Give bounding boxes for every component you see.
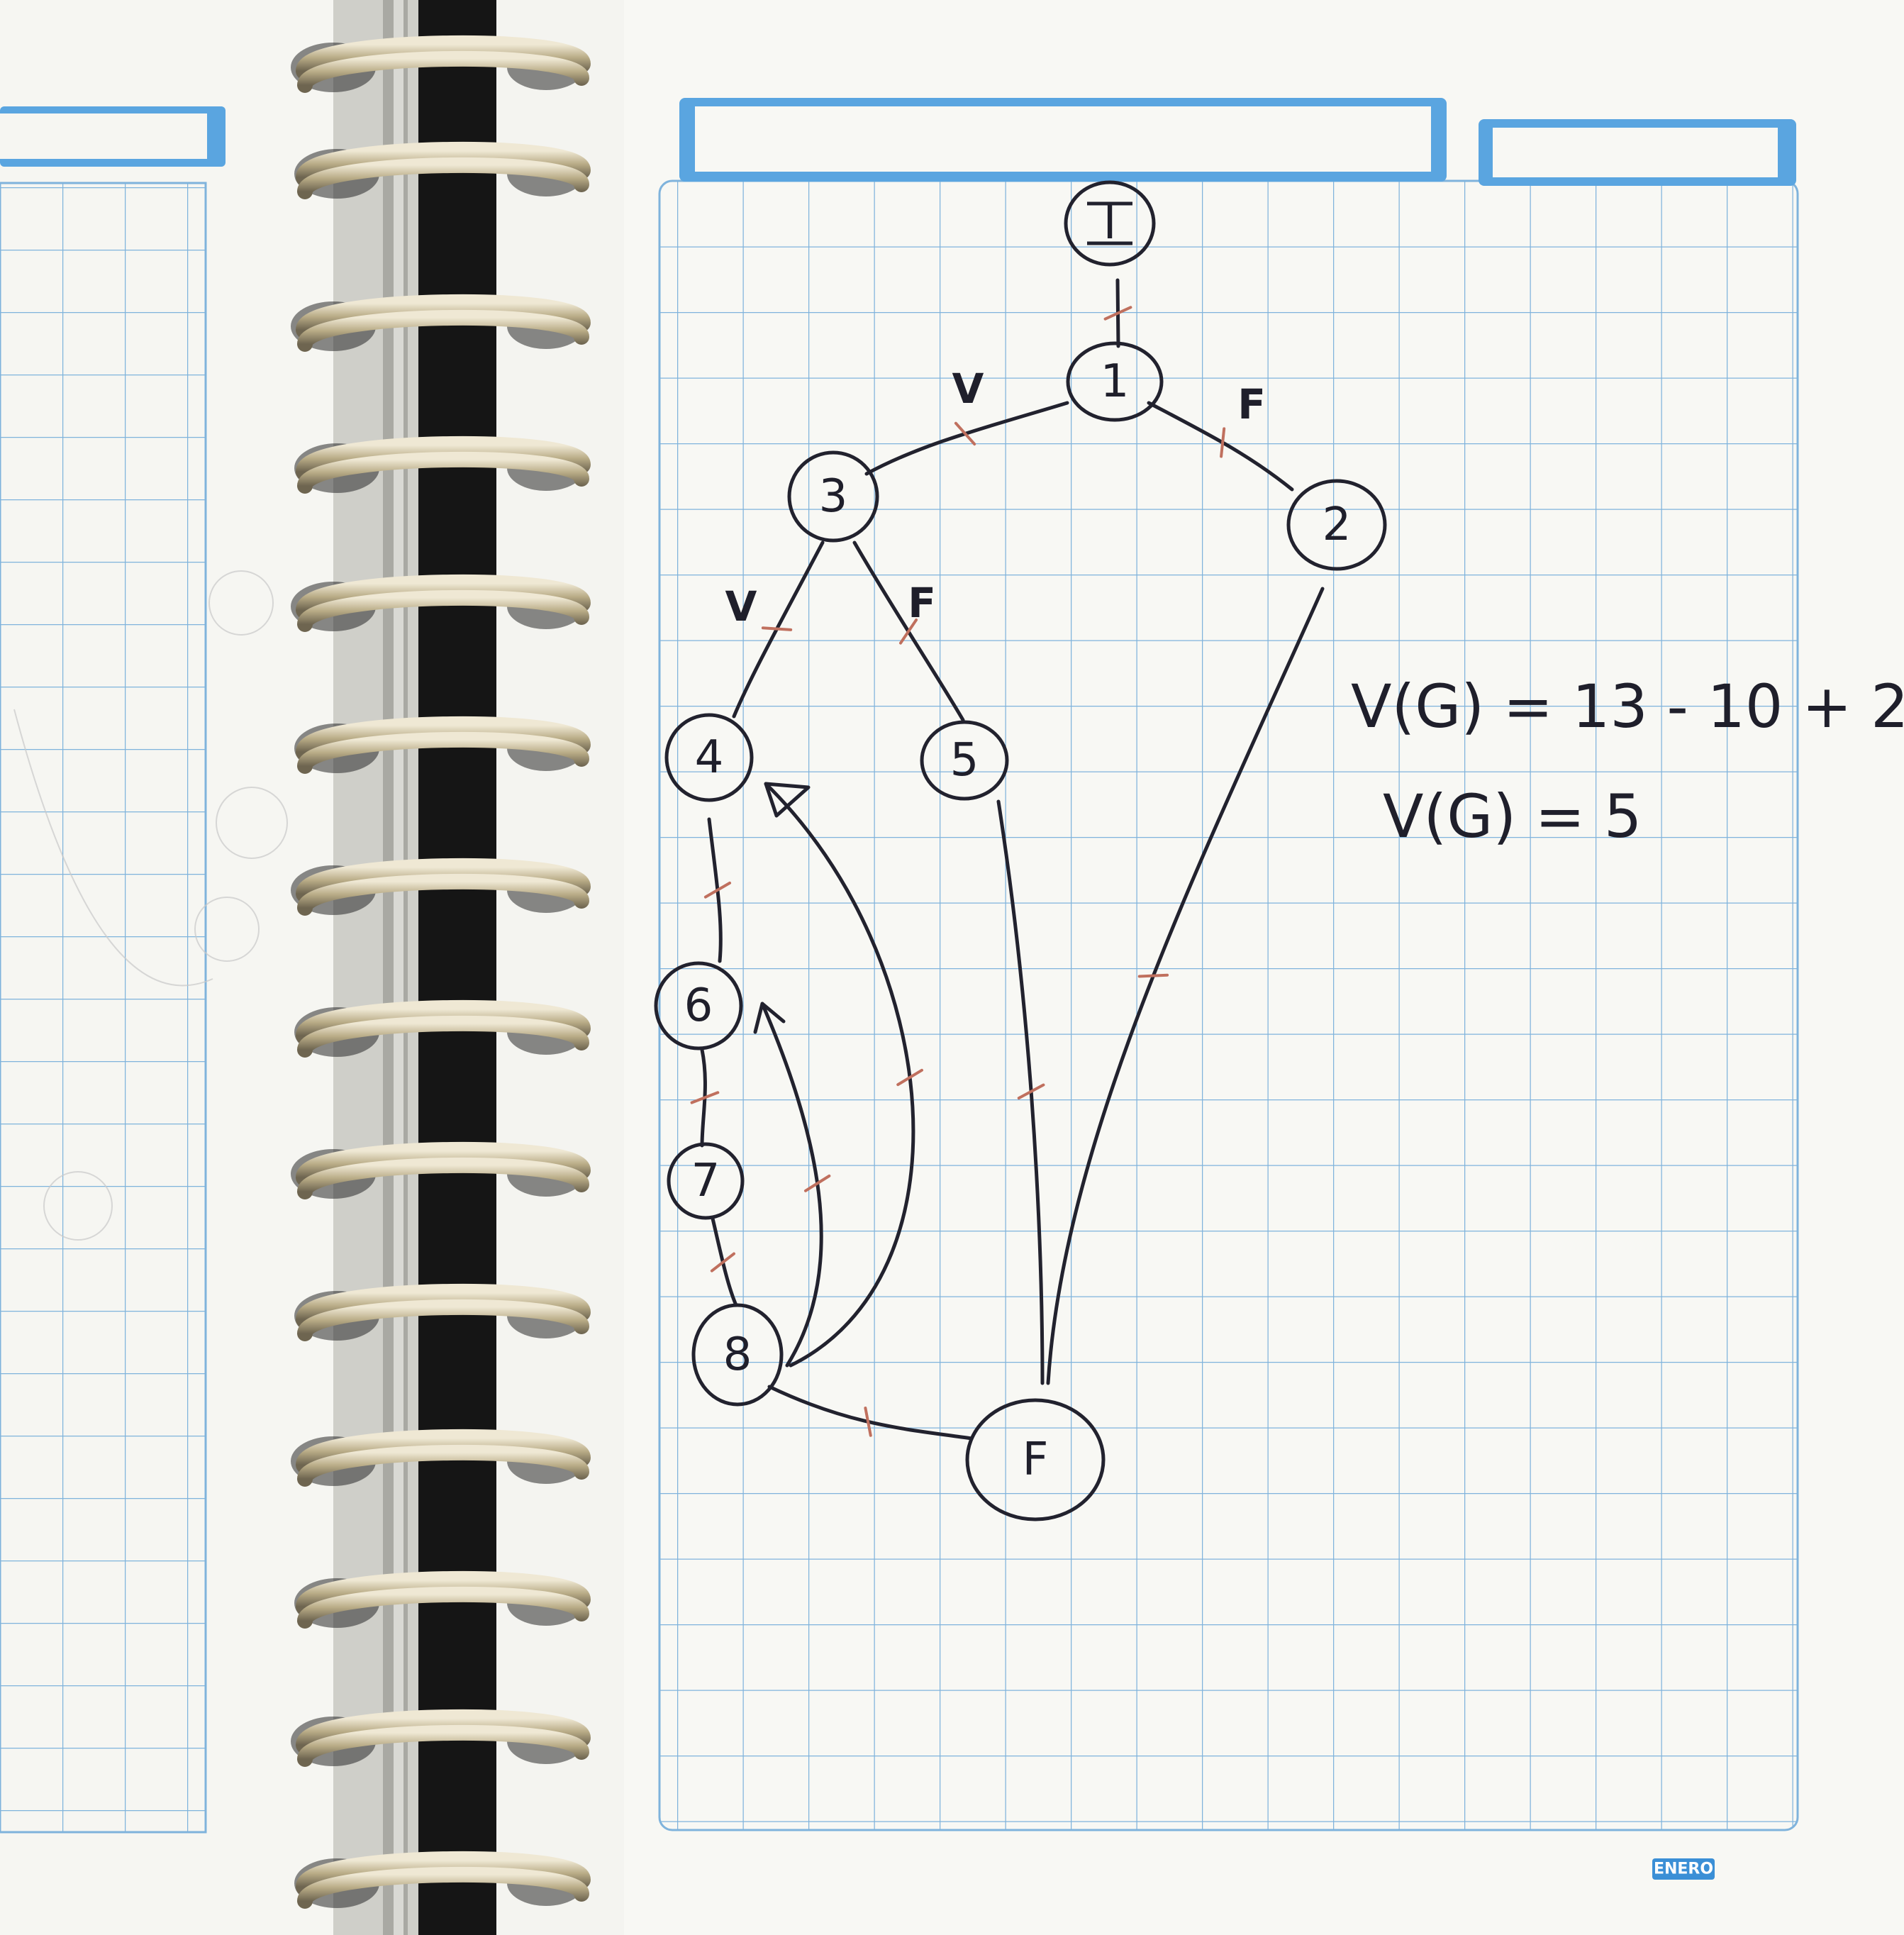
tick-mark	[710, 1252, 735, 1273]
node-label: I	[1103, 197, 1117, 250]
edge-label-3-to-4: V	[725, 582, 757, 631]
arrowhead-to-6	[753, 1002, 786, 1034]
cyclomatic-formula: V(G) = 13 - 10 + 2 V(G) = 5	[1351, 672, 1904, 851]
left-page	[0, 0, 333, 1935]
edge-1-to-2	[1147, 401, 1294, 492]
tick-mark	[1220, 427, 1226, 458]
edge-label-1-to-2: F	[1237, 380, 1266, 428]
right-header-date-box	[1479, 119, 1796, 186]
edge-1-to-3	[864, 401, 1069, 476]
page-gutter	[333, 0, 624, 1935]
node-circle	[664, 713, 754, 802]
control-flow-graph: I 1 2 3 4 5 6 7 8 F V F V F	[654, 180, 1387, 1521]
graph-edges	[700, 278, 1325, 1441]
edge-8-to-6	[760, 1002, 823, 1368]
faint-show-through-sketch	[13, 570, 288, 1241]
node-label: 5	[950, 734, 979, 787]
edge-tick-marks	[690, 306, 1226, 1437]
node-label: 2	[1323, 499, 1352, 551]
tick-mark	[690, 1091, 720, 1104]
spiral-ring	[291, 858, 591, 916]
tick-mark	[1137, 973, 1169, 978]
spiral-ring	[291, 35, 591, 93]
brand-logo-text: ENERO	[1654, 1861, 1713, 1878]
spiral-ring	[291, 574, 591, 632]
right-header-title-box	[679, 98, 1447, 182]
edge-8-to-F	[767, 1385, 974, 1441]
edge-6-to-7	[700, 1048, 707, 1148]
edge-3-to-5	[852, 540, 965, 722]
node-label: F	[1023, 1434, 1049, 1486]
right-page: ENERO	[624, 0, 1904, 1935]
tick-mark	[761, 626, 793, 631]
node-circle	[654, 961, 743, 1050]
brand-logo: ENERO	[1652, 1858, 1715, 1880]
edge-2-to-F	[1046, 587, 1325, 1385]
node-I: I	[1064, 180, 1156, 267]
spiral-ring	[291, 1141, 591, 1199]
spiral-ring	[294, 141, 591, 199]
node-2: 2	[1286, 479, 1387, 571]
node-label: 1	[1101, 355, 1130, 408]
tick-mark	[864, 1407, 872, 1437]
edge-7-to-8	[711, 1216, 738, 1307]
node-circle	[667, 1142, 745, 1220]
node-circle	[965, 1398, 1106, 1521]
spiral-ring	[294, 1570, 591, 1629]
spiral-binding	[291, 35, 591, 1909]
node-7: 7	[667, 1142, 745, 1220]
tick-mark	[899, 618, 918, 645]
tick-mark	[703, 881, 732, 899]
node-circle	[787, 450, 879, 543]
spiral-ring	[294, 999, 591, 1058]
node-8: 8	[691, 1303, 784, 1407]
tick-mark	[1103, 306, 1132, 321]
edge-3-to-4	[732, 540, 825, 719]
spiral-ring	[291, 1429, 591, 1487]
edge-label-3-to-5: F	[908, 579, 936, 627]
node-4: 4	[664, 713, 754, 802]
graph-edge-labels: V F V F	[725, 365, 1266, 631]
spiral-ring	[294, 436, 591, 494]
formula-line-2: V(G) = 5	[1383, 782, 1642, 851]
spiral-ring	[294, 1283, 591, 1341]
node-1: 1	[1066, 341, 1164, 422]
spiral-ring	[294, 716, 591, 774]
formula-line-1: V(G) = 13 - 10 + 2	[1351, 672, 1904, 741]
edge-4-to-6	[707, 817, 723, 963]
node-5: 5	[920, 720, 1009, 801]
tick-mark	[803, 1174, 831, 1192]
node-circle	[1286, 479, 1387, 571]
edge-5-to-F	[996, 799, 1045, 1385]
node-label: 3	[819, 470, 848, 523]
node-label: 6	[684, 980, 713, 1032]
tick-mark	[1017, 1083, 1045, 1100]
node-circle	[1064, 180, 1156, 267]
arrowheads	[753, 782, 811, 1034]
node-F: F	[965, 1398, 1106, 1521]
node-label: 4	[695, 731, 724, 784]
edge-8-to-4	[764, 782, 915, 1368]
node-6: 6	[654, 961, 743, 1050]
left-header-box	[0, 106, 226, 167]
arrowhead-to-4	[764, 782, 811, 818]
node-3: 3	[787, 450, 879, 543]
spiral-ring	[291, 1709, 591, 1767]
tick-mark	[954, 421, 976, 446]
tick-mark	[896, 1068, 923, 1087]
spiral-ring	[294, 1851, 591, 1909]
spiral-ring	[291, 294, 591, 352]
node-label: 8	[723, 1329, 752, 1381]
edge-label-1-to-3: V	[952, 365, 984, 413]
node-label: 7	[691, 1155, 720, 1207]
node-circle	[920, 720, 1009, 801]
graph-nodes: I 1 2 3 4 5 6 7 8 F	[654, 180, 1387, 1521]
node-circle	[691, 1303, 784, 1407]
node-circle	[1066, 341, 1164, 422]
